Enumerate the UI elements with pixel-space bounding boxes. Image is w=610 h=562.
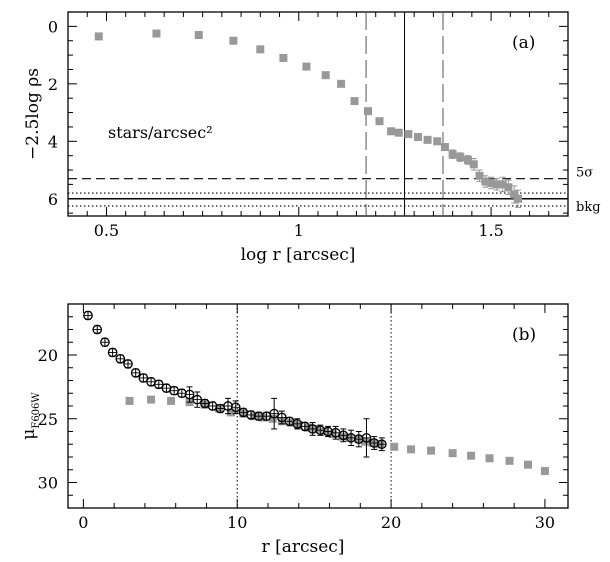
y-tick-label-b: 20 xyxy=(38,346,58,365)
x-axis-label-a: log r [arcsec] xyxy=(241,245,356,265)
y-tick-label-b: 30 xyxy=(38,474,58,493)
x-tick-label-a: 1 xyxy=(294,221,304,240)
data-point-circle xyxy=(230,402,241,413)
data-point-square xyxy=(337,79,346,88)
data-point-circle xyxy=(361,433,372,443)
x-tick-label-b: 20 xyxy=(381,513,401,532)
data-point-square xyxy=(375,117,384,126)
y-tick-label-b: 25 xyxy=(38,410,58,429)
data-point-square xyxy=(448,150,457,159)
data-point-square xyxy=(423,135,432,144)
data-point-square xyxy=(492,180,501,189)
data-point-square xyxy=(167,396,176,405)
data-point-square xyxy=(514,194,522,203)
y-tick-label-a: 2 xyxy=(48,75,58,94)
data-point-square xyxy=(456,153,465,162)
x-tick-label-a: 0.5 xyxy=(94,221,119,240)
data-point-circle xyxy=(130,367,141,378)
y-axis-label-sub: F606W xyxy=(31,392,42,429)
panel-a: 0.5 1 1.5 0 2 4 6 5σ bkg (a) stars/arcsec² log r [a… xyxy=(23,11,601,265)
x-tick-label-b: 0 xyxy=(78,513,88,532)
x-tick-label-a: 1.5 xyxy=(478,221,503,240)
data-point-circle xyxy=(107,347,118,358)
data-point-square xyxy=(481,177,490,186)
data-point-square xyxy=(485,454,494,463)
data-point-square xyxy=(147,395,156,404)
data-point-square xyxy=(540,467,549,476)
panel-b: 0 10 20 30 20 25 30 (b) r [arcsec] μF606W xyxy=(19,303,569,557)
data-point-square xyxy=(407,445,416,454)
data-point-square xyxy=(524,460,532,469)
data-point-square xyxy=(467,451,476,460)
data-point-circle xyxy=(184,389,195,400)
data-point-square xyxy=(433,137,442,146)
data-point-circle xyxy=(276,412,287,423)
data-point-square xyxy=(504,183,513,192)
data-point-circle xyxy=(115,353,126,364)
x-tick-label-b: 10 xyxy=(227,513,247,532)
x-axis-label-b: r [arcsec] xyxy=(262,537,345,557)
y-tick-label-a: 6 xyxy=(48,190,58,209)
data-point-square xyxy=(390,442,399,451)
data-point-circle xyxy=(153,379,164,390)
y-axis-label-b: μF606W xyxy=(19,392,42,440)
data-point-square xyxy=(505,456,514,465)
data-point-square xyxy=(469,160,478,169)
data-point-square xyxy=(337,432,346,441)
y-tick-label-a: 0 xyxy=(48,17,58,36)
data-point-square xyxy=(364,107,372,116)
data-point-square xyxy=(256,45,265,54)
data-point-square xyxy=(287,418,296,427)
panel-label-b: (b) xyxy=(512,325,536,345)
data-point-square xyxy=(125,396,134,405)
x-tick-label-b: 30 xyxy=(535,513,555,532)
data-point-square xyxy=(229,36,238,45)
data-point-square xyxy=(404,130,413,139)
data-point-square xyxy=(440,143,449,152)
data-point-square xyxy=(152,29,161,38)
data-point-circle xyxy=(100,337,110,348)
hline-label: 5σ xyxy=(576,166,593,181)
data-point-square xyxy=(321,71,330,80)
data-point-square xyxy=(294,421,303,430)
data-point-square xyxy=(510,190,519,199)
data-point-square xyxy=(427,446,436,455)
y-axis-label-main: μ xyxy=(19,429,39,440)
data-point-circle xyxy=(138,373,149,383)
data-point-square xyxy=(475,171,484,180)
data-point-square xyxy=(487,178,496,187)
data-point-circle xyxy=(376,439,387,450)
data-point-square xyxy=(394,128,403,137)
data-point-square xyxy=(302,62,311,71)
y-axis-label-a: −2.5log ρs xyxy=(23,68,43,160)
data-point-square xyxy=(194,30,203,39)
panel-label-a: (a) xyxy=(512,33,535,53)
hline-label: bkg xyxy=(576,200,601,215)
data-point-square xyxy=(268,414,277,423)
data-point-circle xyxy=(192,394,203,405)
data-point-circle xyxy=(83,310,93,321)
data-point-square xyxy=(94,32,103,41)
data-point-circle xyxy=(123,359,133,369)
data-point-square xyxy=(448,449,457,458)
data-point-circle xyxy=(269,408,280,419)
data-point-square xyxy=(414,132,422,141)
data-point-square xyxy=(498,180,507,189)
plot-frame-b xyxy=(67,303,569,509)
data-point-square xyxy=(227,408,236,417)
data-point-square xyxy=(464,155,472,164)
data-point-square xyxy=(350,97,359,106)
data-point-square xyxy=(279,53,288,62)
y-tick-label-a: 4 xyxy=(48,132,58,151)
data-point-circle xyxy=(92,324,103,335)
annotation-stars: stars/arcsec² xyxy=(108,123,213,142)
data-point-square xyxy=(387,127,396,136)
data-point-square xyxy=(328,430,337,439)
